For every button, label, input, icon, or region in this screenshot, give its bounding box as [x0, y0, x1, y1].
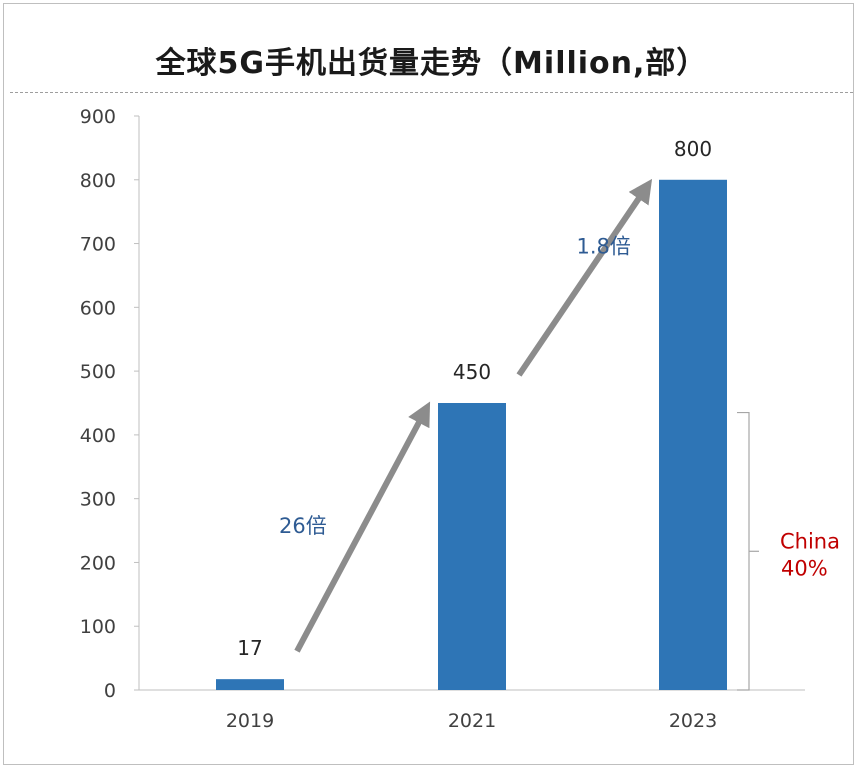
title-divider — [10, 92, 853, 93]
data-label-2021: 450 — [453, 360, 491, 384]
bar-2019 — [216, 679, 284, 690]
y-tick-label: 600 — [80, 297, 116, 319]
chart-title: 全球5G手机出货量走势（Million,部） — [155, 46, 708, 81]
share-label-percent: 40% — [781, 556, 828, 580]
y-tick-label: 700 — [80, 234, 116, 256]
y-tick-label: 300 — [80, 489, 116, 511]
bar-2021 — [438, 403, 506, 690]
y-tick-label: 0 — [104, 680, 116, 702]
share-bracket — [737, 411, 750, 691]
y-tick-label: 800 — [80, 170, 116, 192]
data-label-2019: 17 — [237, 636, 262, 660]
y-tick-label: 100 — [80, 616, 116, 638]
data-label-2023: 800 — [674, 137, 712, 161]
share-label-region: China — [780, 529, 840, 553]
growth-arrow — [294, 401, 431, 653]
y-tick-label: 500 — [80, 361, 116, 383]
growth-arrow — [516, 178, 653, 377]
growth-label: 1.8倍 — [577, 234, 631, 258]
x-tick-label: 2021 — [448, 710, 496, 732]
bar-2023 — [659, 179, 727, 690]
y-tick-label: 400 — [80, 425, 116, 447]
y-tick-label: 900 — [80, 106, 116, 128]
y-tick-label: 200 — [80, 552, 116, 574]
x-tick-label: 2019 — [226, 710, 274, 732]
x-tick-label: 2023 — [669, 710, 717, 732]
growth-label: 26倍 — [279, 514, 327, 538]
